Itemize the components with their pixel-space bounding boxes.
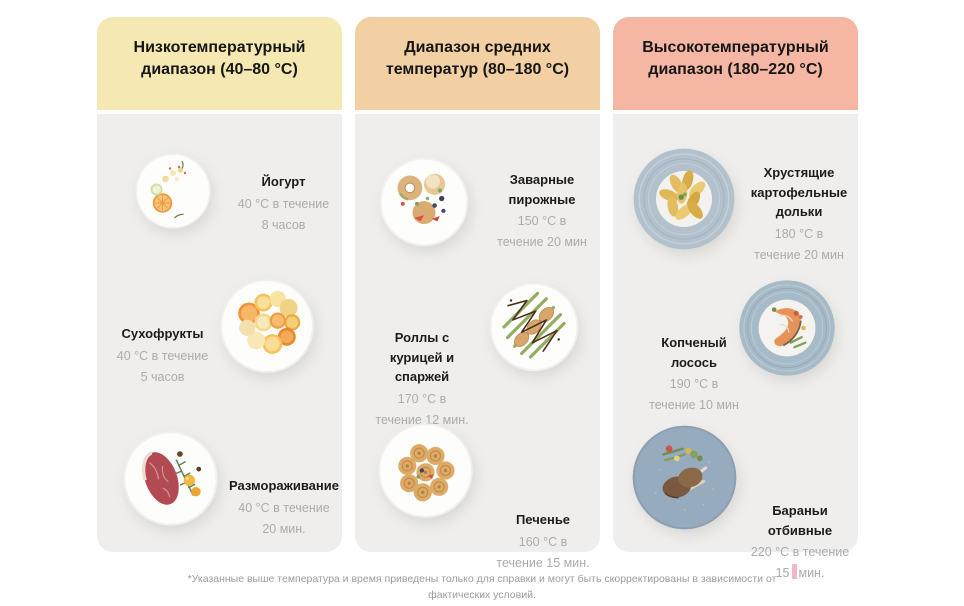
food-duration: течение 20 мин: [497, 235, 587, 250]
lamb-chops-photo: [627, 420, 742, 535]
food-temp: 150 °C в: [517, 214, 567, 228]
column-header-low: Низкотемпературный диапазон (40–80 °C): [97, 17, 342, 110]
column-mid-temp: Диапазон средних температур (80–180 °C): [355, 0, 600, 606]
potato-wedges-info: Хрустящие картофельные дольки 180 °C в т…: [740, 163, 858, 266]
column-title-high: Высокотемпературный диапазон (180–220 °C…: [642, 39, 829, 78]
food-duration: течение 15 мин.: [496, 555, 590, 570]
smoked-salmon-info: Копченый лосось 190 °C в течение 10 мин: [643, 333, 745, 417]
food-title: Роллы с курицей и спаржей: [389, 330, 455, 384]
column-body-mid: Заварные пирожные 150 °C в течение 20 ми…: [355, 114, 600, 570]
food-title: Размораживание: [229, 478, 339, 493]
food-title: Печенье: [515, 512, 571, 527]
yogurt-photo: [128, 146, 218, 236]
column-title-low: Низкотемпературный диапазон (40–80 °C): [133, 39, 306, 78]
column-body-high: Хрустящие картофельные дольки 180 °C в т…: [613, 114, 858, 580]
footnote: *Указанные выше температура и время прив…: [102, 572, 862, 604]
food-title: Йогурт: [261, 174, 306, 189]
chicken-rolls-photo: [481, 274, 587, 380]
choux-pastries-info: Заварные пирожные 150 °C в течение 20 ми…: [486, 170, 598, 254]
defrost-info: Размораживание 40 °C в течение 20 мин.: [228, 476, 340, 540]
food-temp: 160 °C в: [518, 534, 568, 549]
food-duration: 20 мин.: [262, 521, 306, 536]
footnote-line-2: фактических условий.: [428, 588, 536, 601]
duration-unit: мин.: [798, 566, 825, 581]
column-title-mid: Диапазон средних температур (80–180 °C): [385, 39, 570, 78]
column-high-temp: Высокотемпературный диапазон (180–220 °C…: [613, 0, 858, 606]
food-temp: 220 °C в течение: [750, 545, 850, 559]
column-body-low: Йогурт 40 °C в течение 8 часов Сухофрукт…: [97, 114, 342, 552]
food-temp: 180 °C в: [774, 226, 824, 241]
food-title: Сухофрукты: [121, 326, 204, 341]
food-duration: течение 12 мин.: [375, 412, 469, 427]
cookies-photo: [371, 416, 480, 525]
defrost-steak-photo: [114, 422, 227, 535]
dried-fruits-info: Сухофрукты 40 °C в течение 5 часов: [105, 324, 220, 388]
food-temp: 40 °C в течение: [237, 196, 330, 211]
yogurt-info: Йогурт 40 °C в течение 8 часов: [230, 172, 337, 236]
food-duration: 15 мин.: [743, 563, 857, 584]
footnote-line-1: *Указанные выше температура и время прив…: [187, 573, 777, 585]
food-title: Хрустящие картофельные дольки: [750, 165, 848, 219]
food-temp: 170 °C в: [397, 391, 447, 406]
duration-value: 15: [775, 566, 790, 581]
food-temp: 190 °C в: [669, 377, 719, 391]
column-header-high: Высокотемпературный диапазон (180–220 °C…: [613, 17, 858, 110]
food-duration: 8 часов: [261, 217, 306, 232]
chicken-rolls-info: Роллы с курицей и спаржей 170 °C в течен…: [371, 328, 473, 431]
column-header-mid: Диапазон средних температур (80–180 °C): [355, 17, 600, 110]
food-temp: 40 °C в течение: [116, 348, 209, 363]
text-caret: [792, 564, 798, 580]
lamb-chops-info: Бараньи отбивные 220 °C в течение 15 мин.: [743, 501, 857, 585]
choux-pastries-photo: [371, 149, 477, 255]
cookies-info: Печенье 160 °C в течение 15 мин.: [486, 510, 600, 574]
food-temp: 40 °C в течение: [238, 500, 330, 515]
food-title: Копченый лосось: [661, 335, 727, 370]
potato-wedges-photo: [628, 143, 740, 255]
food-duration: течение 20 мин: [754, 247, 844, 262]
food-title: Заварные пирожные: [508, 172, 576, 207]
food-duration: течение 10 мин: [649, 398, 739, 413]
food-title: Бараньи отбивные: [767, 503, 833, 538]
smoked-salmon-photo: [732, 273, 842, 383]
column-low-temp: Низкотемпературный диапазон (40–80 °C): [97, 0, 342, 606]
dried-fruits-photo: [213, 272, 321, 380]
food-duration: 5 часов: [140, 369, 185, 384]
